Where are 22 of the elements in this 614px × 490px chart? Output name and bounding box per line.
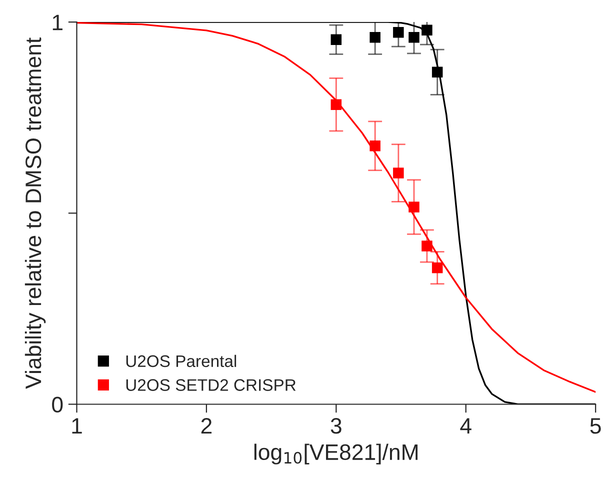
x-tick-label: 4 — [460, 418, 472, 434]
point — [432, 262, 443, 274]
x-tick-label: 2 — [201, 418, 212, 434]
legend-label: U2OS Parental — [126, 354, 236, 368]
x-tick-label: 1 — [72, 418, 82, 434]
legend-label: U2OS SETD2 CRISPR — [126, 379, 296, 391]
point — [330, 34, 342, 46]
y-tick-label: 0 — [52, 396, 63, 413]
point — [393, 168, 404, 178]
x-tick-label: 5 — [590, 418, 601, 434]
point — [408, 202, 420, 212]
point — [370, 32, 380, 43]
point — [422, 24, 432, 36]
y-axis-title: Viability relative to DMSO treatment — [24, 38, 46, 389]
x-axis-title: log$_{10}$[VE821]/nM — [254, 444, 418, 464]
point — [393, 26, 404, 38]
point — [370, 140, 380, 152]
x-tick-label: 3 — [330, 418, 342, 434]
point — [408, 32, 420, 43]
point — [330, 99, 342, 110]
point — [432, 66, 443, 78]
point — [422, 240, 432, 252]
